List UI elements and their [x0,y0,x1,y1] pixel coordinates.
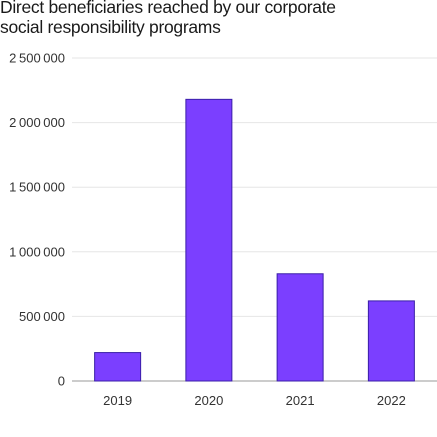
y-tick-label: 1 000 000 [9,244,65,259]
chart-title-line-1: Direct beneficiaries reached by our corp… [0,0,336,17]
y-tick-label: 2 000 000 [9,115,65,130]
y-tick-label: 1 500 000 [9,180,65,195]
x-tick-label: 2022 [377,393,406,408]
x-tick-label: 2020 [194,393,223,408]
x-tick-label: 2021 [286,393,315,408]
y-tick-label: 2 500 000 [9,51,65,66]
y-axis-ticks: 0 500 000 1 000 000 1 500 000 2 000 000 2 500… [9,51,65,389]
chart-title: Direct beneficiaries reached by our corp… [0,0,437,37]
y-tick-label: 0 [58,374,65,389]
x-axis-labels: 2019 2020 2021 2022 [103,393,406,408]
bar-2019 [94,352,142,382]
bar-2020 [185,98,233,382]
bars [94,98,415,382]
bar-2022 [367,300,415,382]
y-tick-label: 500 000 [19,309,65,324]
x-tick-label: 2019 [103,393,132,408]
bar-2021 [276,273,324,382]
chart-title-line-2: social responsibility programs [0,17,221,37]
